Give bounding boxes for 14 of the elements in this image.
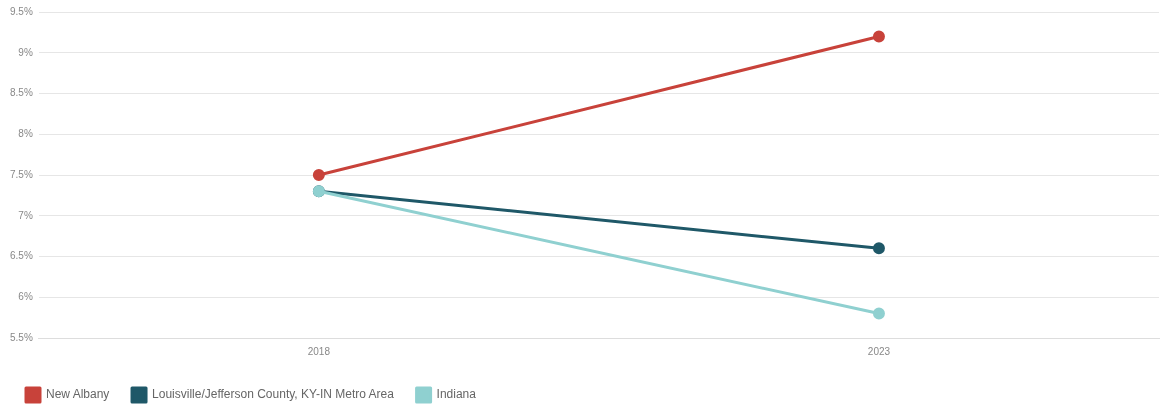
y-tick-label: 6% [18,291,33,302]
y-tick-label: 9% [18,46,33,58]
legend-label: Indiana [436,387,477,402]
y-tick-label: 8.5% [10,87,33,99]
y-tick-label: 6.5% [10,250,33,262]
x-tick-label: 2023 [867,345,891,357]
legend-label: New Albany [46,387,110,402]
y-tick-label: 7% [18,209,33,221]
y-tick-label: 9.5% [10,5,33,17]
y-tick-label: 5.5% [10,331,33,343]
y-tick-label: 7.5% [10,168,33,180]
legend-label: Louisville/Jefferson County, KY-IN Metro Area [152,387,395,402]
y-tick-label: 8% [18,128,33,139]
x-tick-label: 2018 [307,345,331,357]
